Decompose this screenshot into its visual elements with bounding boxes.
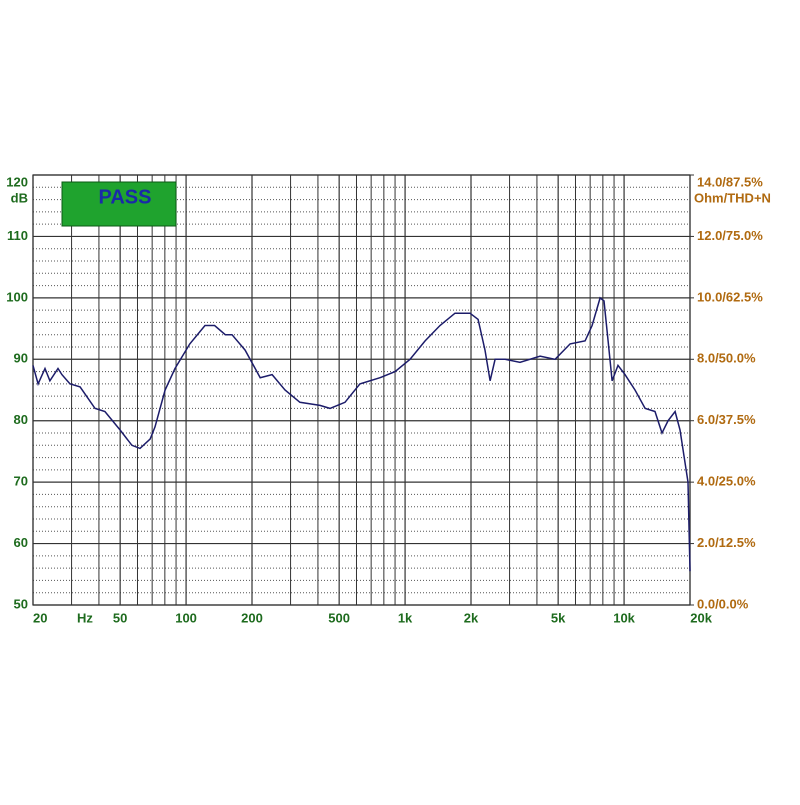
plot-frame bbox=[32, 174, 691, 606]
y-tick-label: 100 bbox=[6, 289, 28, 304]
x-tick-label: 1k bbox=[398, 610, 413, 625]
x-unit: Hz bbox=[77, 610, 93, 625]
y2-tick-label: 8.0/50.0% bbox=[697, 351, 756, 366]
badge-text: PASS bbox=[99, 186, 152, 208]
y2-tick-label: 6.0/37.5% bbox=[697, 412, 756, 427]
y2-tick-label: 2.0/12.5% bbox=[697, 535, 756, 550]
y-tick-label: 50 bbox=[14, 596, 28, 611]
x-tick-label: 200 bbox=[241, 610, 263, 625]
y2-unit: Ohm/THD+N bbox=[694, 190, 771, 205]
y2-tick-label: 4.0/25.0% bbox=[697, 474, 756, 489]
x-tick-label: 500 bbox=[328, 610, 350, 625]
badge-box bbox=[61, 181, 177, 227]
y-unit: dB bbox=[11, 190, 28, 205]
x-tick-label: 100 bbox=[175, 610, 197, 625]
x-tick-label: 20k bbox=[690, 610, 712, 625]
y-tick-label: 70 bbox=[14, 474, 28, 489]
y-tick-label: 110 bbox=[7, 228, 28, 243]
response-curve bbox=[32, 296, 691, 572]
y-tick-label: 60 bbox=[14, 535, 28, 550]
x-tick-label: 2k bbox=[464, 610, 479, 625]
x-tick-label: 5k bbox=[551, 610, 566, 625]
y2-tick-label: 14.0/87.5% bbox=[697, 174, 763, 189]
y2-tick-label: 10.0/62.5% bbox=[697, 289, 763, 304]
y-tick-label: 120 bbox=[6, 174, 28, 189]
y2-tick-label: 12.0/75.0% bbox=[697, 228, 763, 243]
y2-tick-label: 0.0/0.0% bbox=[697, 596, 749, 611]
y-tick-label: 80 bbox=[14, 412, 28, 427]
x-tick-label: 10k bbox=[613, 610, 635, 625]
x-tick-label: 20 bbox=[33, 610, 47, 625]
x-tick-label: 50 bbox=[113, 610, 127, 625]
y-tick-label: 90 bbox=[14, 351, 28, 366]
